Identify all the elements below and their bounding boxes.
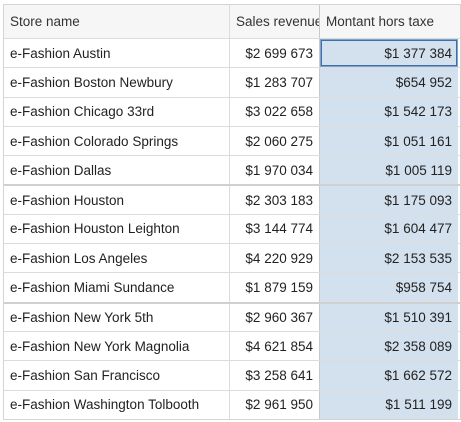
table-row[interactable]: e-Fashion New York Magnolia $4 621 854 $… (4, 330, 460, 361)
table-row[interactable]: e-Fashion Chicago 33rd $3 022 658 $1 542… (4, 96, 460, 126)
sales-revenue-cell[interactable]: $1 970 034 (230, 156, 320, 185)
table-row[interactable]: e-Fashion San Francisco $3 258 641 $1 66… (4, 360, 460, 390)
table-header: Store name Sales revenue Montant hors ta… (4, 5, 460, 38)
store-name-cell[interactable]: e-Fashion Austin (4, 39, 230, 68)
store-name-cell[interactable]: e-Fashion Los Angeles (4, 244, 230, 273)
montant-cell[interactable]: $1 175 093 (320, 186, 458, 214)
store-name-cell[interactable]: e-Fashion Chicago 33rd (4, 97, 230, 126)
store-name-cell[interactable]: e-Fashion Houston Leighton (4, 214, 230, 244)
sales-revenue-cell[interactable]: $2 303 183 (230, 186, 320, 214)
table-row[interactable]: e-Fashion Los Angeles $4 220 929 $2 153 … (4, 243, 460, 273)
sales-revenue-cell[interactable]: $2 961 950 (230, 390, 320, 419)
montant-cell[interactable]: $1 662 572 (320, 361, 458, 390)
table-row[interactable]: e-Fashion Dallas $1 970 034 $1 005 119 (4, 155, 460, 185)
store-name-cell[interactable]: e-Fashion New York 5th (4, 303, 230, 331)
sales-revenue-cell[interactable]: $4 621 854 (230, 331, 320, 361)
sales-revenue-cell[interactable]: $3 258 641 (230, 361, 320, 390)
store-name-cell[interactable]: e-Fashion San Francisco (4, 361, 230, 390)
montant-cell[interactable]: $1 511 199 (320, 390, 458, 419)
column-header-store-name[interactable]: Store name (4, 5, 230, 38)
montant-cell[interactable]: $1 604 477 (320, 214, 458, 244)
sales-revenue-cell[interactable]: $3 022 658 (230, 97, 320, 126)
store-name-cell[interactable]: e-Fashion New York Magnolia (4, 331, 230, 361)
store-name-cell[interactable]: e-Fashion Dallas (4, 156, 230, 185)
store-name-cell[interactable]: e-Fashion Miami Sundance (4, 273, 230, 302)
sales-revenue-cell[interactable]: $1 283 707 (230, 68, 320, 97)
montant-cell[interactable]: $1 542 173 (320, 97, 458, 126)
sales-revenue-cell[interactable]: $2 699 673 (230, 39, 320, 68)
table-row[interactable]: e-Fashion Boston Newbury $1 283 707 $654… (4, 67, 460, 97)
montant-cell[interactable]: $2 153 535 (320, 244, 458, 273)
montant-cell[interactable]: $654 952 (320, 68, 458, 97)
table-row[interactable]: e-Fashion Houston Leighton $3 144 774 $1… (4, 213, 460, 244)
table-row[interactable]: e-Fashion Austin $2 699 673 $1 377 384 (4, 38, 460, 68)
report-table: Store name Sales revenue Montant hors ta… (3, 4, 461, 420)
montant-cell[interactable]: $2 358 089 (320, 331, 458, 361)
montant-cell[interactable]: $1 510 391 (320, 303, 458, 331)
store-name-cell[interactable]: e-Fashion Boston Newbury (4, 68, 230, 97)
sales-revenue-cell[interactable]: $4 220 929 (230, 244, 320, 273)
store-name-cell[interactable]: e-Fashion Houston (4, 186, 230, 214)
table-row[interactable]: e-Fashion Miami Sundance $1 879 159 $958… (4, 272, 460, 302)
table-row[interactable]: e-Fashion Washington Tolbooth $2 961 950… (4, 389, 460, 419)
sales-revenue-cell[interactable]: $2 060 275 (230, 126, 320, 156)
table-row[interactable]: e-Fashion Houston $2 303 183 $1 175 093 (4, 184, 460, 214)
montant-cell[interactable]: $1 051 161 (320, 126, 458, 156)
sales-revenue-cell[interactable]: $2 960 367 (230, 303, 320, 331)
store-name-cell[interactable]: e-Fashion Washington Tolbooth (4, 390, 230, 419)
sales-revenue-cell[interactable]: $1 879 159 (230, 273, 320, 302)
montant-cell[interactable]: $958 754 (320, 273, 458, 302)
sales-revenue-cell[interactable]: $3 144 774 (230, 214, 320, 244)
table-row[interactable]: e-Fashion Colorado Springs $2 060 275 $1… (4, 125, 460, 156)
table-row[interactable]: e-Fashion New York 5th $2 960 367 $1 510… (4, 301, 460, 331)
montant-cell-selected[interactable]: $1 377 384 (320, 39, 458, 68)
montant-cell[interactable]: $1 005 119 (320, 156, 458, 185)
column-header-montant-hors-taxe[interactable]: Montant hors taxe (320, 5, 458, 38)
column-header-sales-revenue[interactable]: Sales revenue (230, 5, 320, 38)
store-name-cell[interactable]: e-Fashion Colorado Springs (4, 126, 230, 156)
